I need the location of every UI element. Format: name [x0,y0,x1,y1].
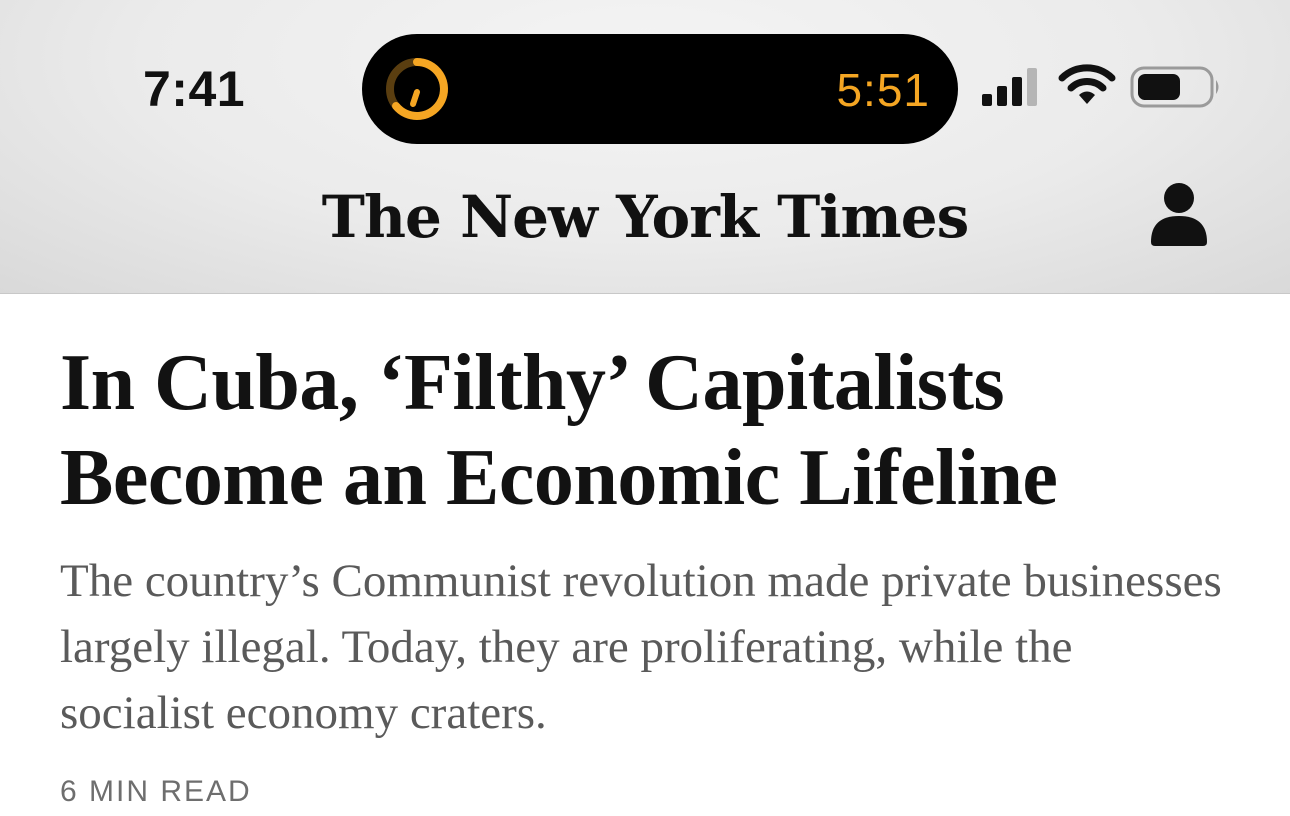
read-time-label: 6 MIN READ [60,775,252,808]
timer-icon [386,58,448,120]
battery-icon [1130,66,1219,108]
top-bar: 7:41 5:51 The New York Times [0,0,1290,294]
person-icon[interactable] [1150,182,1208,248]
status-time: 7:41 [143,61,246,117]
article-summary: The country’s Communist revolution made … [60,555,1222,739]
island-timer-text: 5:51 [836,64,930,116]
cellular-signal-icon [982,68,1037,106]
dynamic-island[interactable]: 5:51 [362,34,958,144]
masthead-logo[interactable]: The New York Times [321,183,970,251]
article-headline[interactable]: In Cuba, ‘Filthy’ Capitalists Become an … [60,339,1058,522]
wifi-icon [1058,64,1116,104]
